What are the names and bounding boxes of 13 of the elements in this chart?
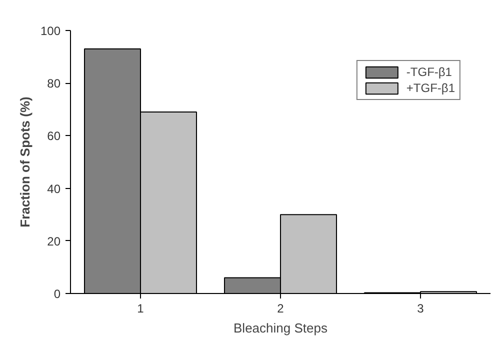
y-tick-label: 100	[40, 24, 61, 38]
y-axis-title: Fraction of Spots (%)	[17, 96, 32, 228]
y-tick-label: 0	[54, 287, 61, 301]
legend-label: +TGF-β1	[406, 81, 455, 95]
y-tick-label: 40	[47, 182, 61, 196]
x-tick-label: 1	[137, 302, 144, 316]
legend-label: -TGF-β1	[406, 65, 452, 79]
x-tick-label: 2	[277, 302, 284, 316]
y-tick-label: 80	[47, 76, 61, 91]
y-tick-label: 20	[47, 234, 61, 248]
x-axis-title: Bleaching Steps	[234, 320, 328, 336]
y-tick-label: 60	[47, 129, 61, 144]
x-tick-label: 3	[417, 302, 424, 316]
